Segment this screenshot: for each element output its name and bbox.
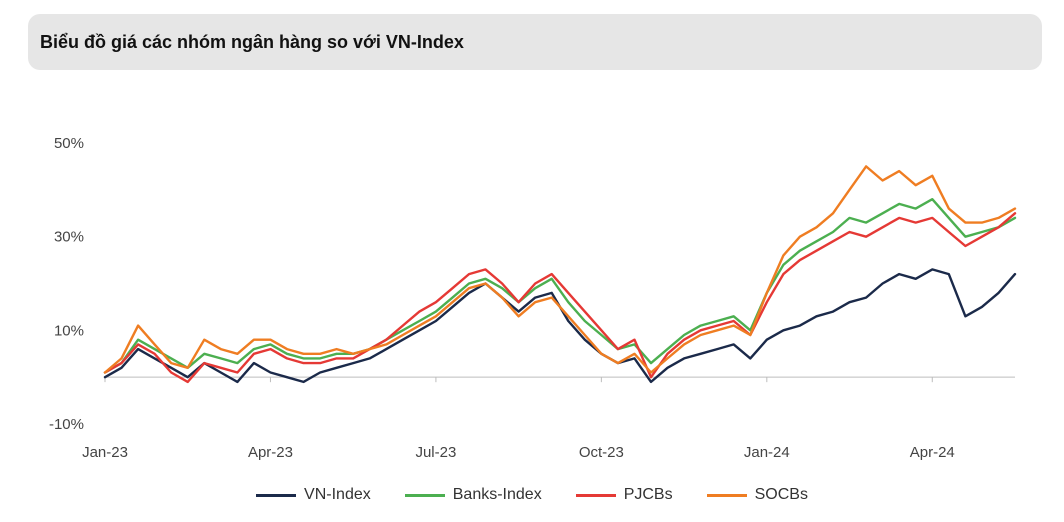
chart-title-bar: Biểu đồ giá các nhóm ngân hàng so với VN… — [28, 14, 1042, 70]
legend-swatch — [706, 493, 747, 497]
legend-label: VN-Index — [304, 486, 371, 503]
legend-label: SOCBs — [754, 486, 808, 503]
chart-legend: VN-Index Banks-Index PJCBs SOCBs — [0, 486, 1064, 504]
legend-swatch — [575, 493, 616, 497]
x-tick-label: Jul-23 — [415, 444, 456, 461]
legend-item-banks-index: Banks-Index — [404, 486, 542, 504]
y-tick-label: 30% — [54, 229, 84, 246]
legend-label: PJCBs — [623, 486, 673, 503]
legend-item-vn-index: VN-Index — [256, 486, 371, 504]
x-tick-label: Jan-24 — [744, 444, 790, 461]
legend-swatch — [256, 493, 297, 497]
series-line-banks-index — [103, 197, 1017, 374]
x-tick-label: Apr-24 — [910, 444, 955, 461]
line-chart: 50% 30% 10% -10% Jan-23 Apr-23 Jul-23 Oct-23 Jan… — [49, 135, 1017, 461]
x-tick-label: Apr-23 — [248, 444, 293, 461]
chart-title: Biểu đồ giá các nhóm ngân hàng so với VN… — [40, 32, 464, 52]
legend-item-pjcbs: PJCBs — [575, 486, 673, 504]
x-tick-label: Jan-23 — [82, 444, 128, 461]
x-tick-label: Oct-23 — [579, 444, 624, 461]
series-line-socbs — [103, 165, 1017, 374]
legend-swatch — [404, 493, 445, 497]
series-line-pjcbs — [103, 212, 1017, 384]
series-line-vn-index — [103, 268, 1017, 384]
y-tick-label: 10% — [54, 322, 84, 339]
legend-item-socbs: SOCBs — [706, 486, 808, 504]
legend-label: Banks-Index — [452, 486, 542, 503]
y-tick-label: 50% — [54, 135, 84, 152]
y-tick-label: -10% — [49, 416, 84, 433]
